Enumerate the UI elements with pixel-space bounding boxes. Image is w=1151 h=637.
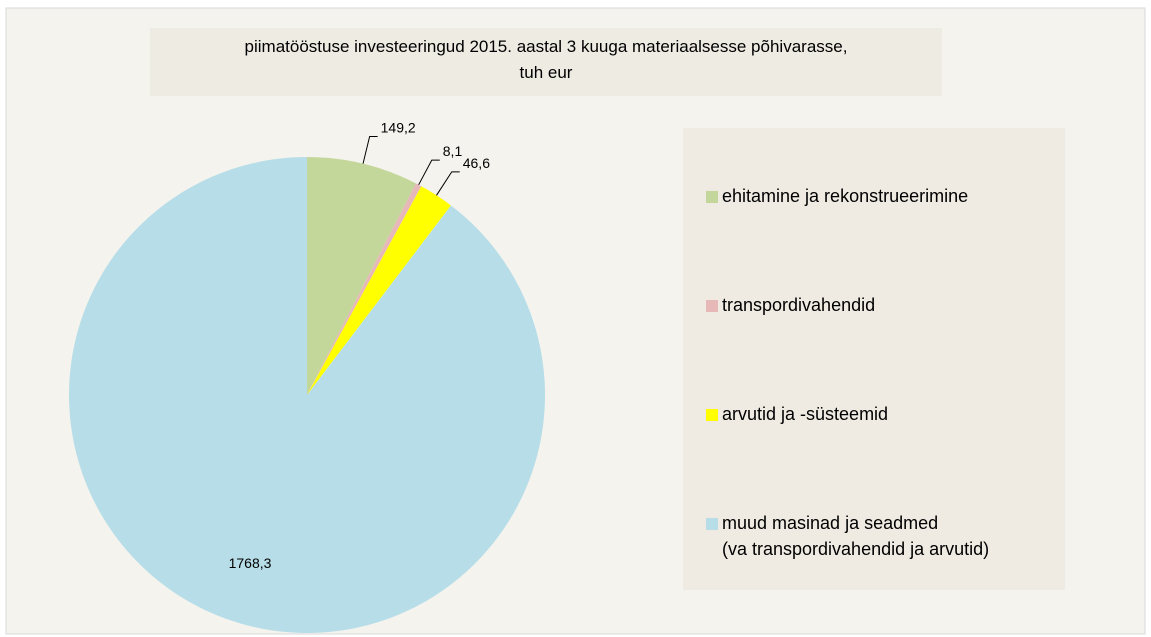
legend-label: arvutid ja -süsteemid (722, 404, 888, 424)
leader-line (436, 171, 460, 196)
data-label: 8,1 (443, 143, 463, 159)
data-label: 46,6 (463, 155, 490, 171)
legend-label: transpordivahendid (722, 295, 875, 315)
data-label: 149,2 (381, 119, 416, 135)
pie-slice (307, 183, 422, 395)
legend-swatch (706, 300, 718, 312)
data-label: 1768,3 (229, 555, 272, 571)
legend-swatch (706, 518, 718, 530)
legend-label: ehitamine ja rekonstrueerimine (722, 186, 968, 206)
legend-swatch (706, 191, 718, 203)
leader-line (362, 135, 378, 164)
legend-box (683, 128, 1065, 590)
pie-slice (68, 157, 546, 634)
pie-slice (307, 157, 416, 395)
legend-swatch (706, 409, 718, 421)
chart-title: piimatööstuse investeeringud 2015. aasta… (245, 37, 848, 82)
leader-line (418, 159, 440, 186)
legend-label: muud masinad ja seadmed (va transpordivah… (722, 513, 989, 559)
pie-slice (307, 186, 451, 395)
title-box (150, 28, 942, 96)
